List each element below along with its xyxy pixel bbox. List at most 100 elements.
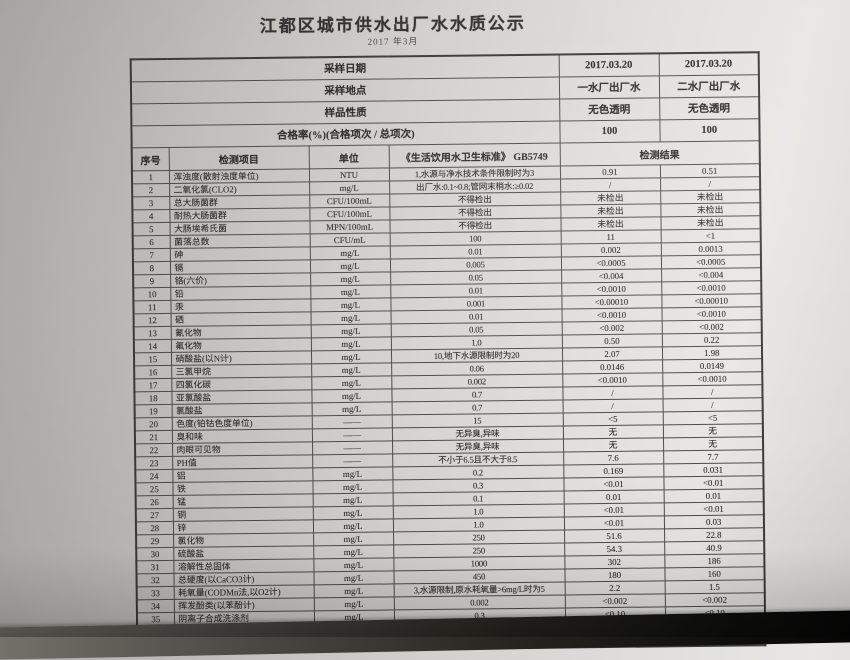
cell-row-number: 22 <box>135 443 173 457</box>
cell-row-number: 25 <box>135 482 173 496</box>
cell-result-plant2: <5 <box>662 410 763 425</box>
cell-row-number: 4 <box>132 209 170 223</box>
cell-result-plant2: / <box>660 176 761 191</box>
cell-result-plant1: 302 <box>564 554 665 569</box>
cell-unit: mg/L <box>313 544 394 559</box>
cell-result-plant1: 2.2 <box>564 580 665 595</box>
cell-result-plant2: / <box>662 397 763 412</box>
cell-result-plant2: 无 <box>662 423 763 438</box>
cell-result-plant1: <0.01 <box>563 476 664 491</box>
cell-result-plant1: 未检出 <box>560 203 661 219</box>
cell-row-number: 13 <box>133 326 171 340</box>
cell-unit: mg/L <box>310 284 391 299</box>
cell-row-number: 10 <box>133 287 171 301</box>
cell-unit: mg/L <box>313 557 394 572</box>
cell-result-plant1: <0.0010 <box>562 372 663 388</box>
cell-result-plant2: 0.031 <box>663 462 764 477</box>
cell-result-plant1: 0.002 <box>560 242 661 258</box>
cell-result-plant1: <0.01 <box>563 502 664 517</box>
cell-unit: mg/L <box>310 349 392 364</box>
cell-unit: mg/L <box>312 479 393 494</box>
cell-result-plant1: 0.50 <box>561 333 662 349</box>
cell-unit: mg/L <box>310 271 391 286</box>
cell-result-plant1: 无 <box>562 437 664 452</box>
cell-unit: mg/L <box>312 466 393 481</box>
cell-row-number: 11 <box>133 300 171 314</box>
cell-result-plant1: 2.07 <box>561 346 663 362</box>
cell-row-number: 34 <box>136 599 174 613</box>
cell-row-number: 30 <box>136 547 174 561</box>
cell-result-plant1: 51.6 <box>564 528 665 543</box>
cell-result-plant2: 无 <box>662 436 764 451</box>
cell-result-plant1: / <box>560 177 661 193</box>
cell-row-number: 18 <box>134 391 172 405</box>
cell-unit: mg/L <box>313 531 394 546</box>
cell-row-number: 28 <box>135 521 174 535</box>
column-header-standard: 《生活饮用水卫生标准》 GB5749 <box>388 143 560 168</box>
cell-unit: —— <box>311 427 393 442</box>
cell-result-plant2: 0.51 <box>659 163 761 178</box>
cell-result-plant1: / <box>562 398 663 414</box>
cell-unit: CFU/mL <box>309 232 390 247</box>
cell-result-plant1: <0.01 <box>563 515 665 530</box>
cell-unit: mg/L <box>311 388 392 403</box>
cell-result-plant2: 40.9 <box>664 540 765 555</box>
cell-result-plant2: <0.0010 <box>662 371 763 386</box>
column-header-item: 检测项目 <box>168 145 309 171</box>
cell-result-plant2: <0.002 <box>664 592 765 607</box>
cell-result-plant1: 无 <box>562 424 663 439</box>
cell-result-plant1: 0.91 <box>559 164 661 180</box>
meta-value-plant1: 无色透明 <box>559 97 660 122</box>
cell-row-number: 21 <box>134 430 173 444</box>
cell-result-plant2: 0.01 <box>663 488 764 503</box>
table-data-section: 1 浑浊度(散射浊度单位) NTU 1,水源与净水技术条件限制时为3 0.91 … <box>131 163 766 653</box>
cell-result-plant1: <0.002 <box>564 593 665 608</box>
cell-result-plant2: 0.03 <box>663 514 765 529</box>
cell-unit: mg/L <box>310 323 391 338</box>
cell-result-plant1: 180 <box>564 567 665 582</box>
meta-value-plant2: 二水厂出厂水 <box>658 74 760 98</box>
cell-unit: mg/L <box>312 518 394 533</box>
cell-row-number: 23 <box>135 456 173 470</box>
cell-row-number: 1 <box>131 170 170 184</box>
cell-result-plant1: 0.01 <box>563 489 664 504</box>
cell-row-number: 14 <box>133 339 171 353</box>
cell-unit: mg/L <box>312 505 393 520</box>
cell-result-plant2: 7.7 <box>663 449 764 464</box>
cell-row-number: 24 <box>135 469 173 483</box>
cell-result-plant1: 未检出 <box>560 216 661 232</box>
cell-result-plant1: <0.004 <box>561 268 662 284</box>
cell-row-number: 12 <box>133 313 171 327</box>
cell-result-plant1: <0.0005 <box>560 255 662 271</box>
cell-result-plant2: 未检出 <box>660 189 761 204</box>
table-meta-section: 采样日期 2017.03.20 2017.03.20 采样地点 一水厂出厂水 二… <box>130 52 760 171</box>
cell-result-plant2: 0.22 <box>661 332 762 347</box>
cell-result-plant2: 22.8 <box>664 527 765 542</box>
cell-result-plant2: <0.0010 <box>661 280 762 295</box>
cell-result-plant2: <0.01 <box>663 475 764 490</box>
column-header-result: 检测结果 <box>559 140 760 167</box>
cell-result-plant2: <0.00010 <box>661 293 762 308</box>
cell-row-number: 20 <box>134 417 172 431</box>
cell-result-plant1: <0.00010 <box>561 294 662 310</box>
cell-row-number: 7 <box>132 248 170 262</box>
cell-result-plant2: <0.0010 <box>661 306 762 321</box>
cell-row-number: 27 <box>135 508 173 522</box>
cell-unit: CFU/100mL <box>309 193 390 208</box>
cell-result-plant2: 未检出 <box>660 202 761 217</box>
cell-unit: mg/L <box>311 401 392 416</box>
cell-result-plant1: <0.002 <box>561 320 662 336</box>
cell-result-plant2: <0.004 <box>661 267 762 282</box>
cell-result-plant2: <0.01 <box>663 501 764 516</box>
cell-unit: mg/L <box>311 362 392 377</box>
meta-value-plant1: 100 <box>559 119 660 144</box>
cell-result-plant1: 未检出 <box>560 190 661 206</box>
cell-unit: mg/L <box>309 180 390 195</box>
cell-result-plant2: <1 <box>660 228 761 243</box>
cell-result-plant1: 11 <box>560 229 661 245</box>
cell-unit: mg/L <box>313 583 394 598</box>
meta-value-plant1: 一水厂出厂水 <box>558 75 660 100</box>
cell-unit: mg/L <box>310 310 391 325</box>
cell-row-number: 8 <box>132 261 171 275</box>
